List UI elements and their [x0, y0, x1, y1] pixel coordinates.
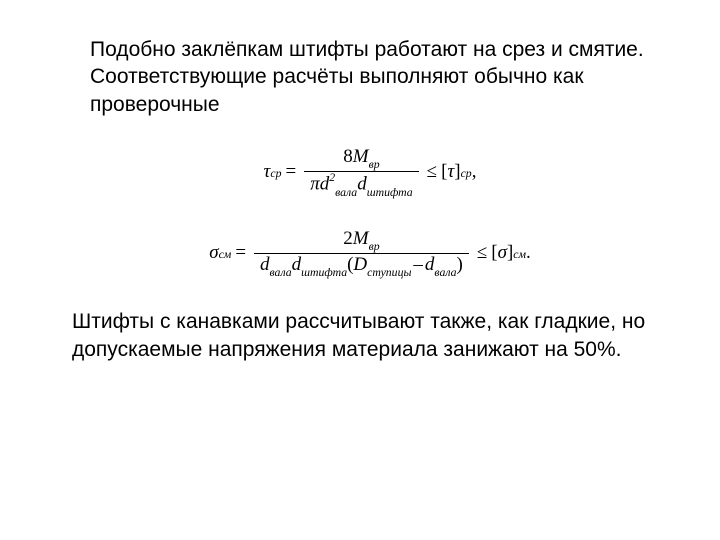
le-sign-2: ≤	[477, 242, 487, 264]
tail-2: .	[526, 242, 531, 264]
pi: π	[310, 173, 320, 194]
coef-2: 2	[343, 228, 353, 249]
numerator-2: 2Mвр	[337, 228, 385, 253]
formula-shear: τ ср = 8Mвр πd2валаdштифта ≤ [τ]ср,	[90, 146, 650, 198]
sigma-allow-sub: см	[513, 248, 526, 262]
formula-bearing: σ см = 2Mвр dвалаdштифта(Dступицы–dвала)…	[90, 228, 650, 279]
d-shaft-2: d	[260, 254, 270, 275]
sigma-subscript: см	[219, 248, 232, 262]
d-shaft-3-sub: вала	[434, 266, 456, 279]
d-shaft: d	[320, 173, 330, 194]
sigma-allow: σ	[498, 242, 507, 264]
d-shaft-2-sub: вала	[270, 266, 292, 279]
rparen: )	[457, 254, 463, 275]
minus: –	[413, 254, 423, 275]
D-hub: D	[353, 254, 367, 275]
d-pin: d	[357, 173, 367, 194]
equals-sign: =	[285, 161, 296, 183]
denominator-1: πd2валаdштифта	[304, 171, 418, 198]
numerator-1: 8Mвр	[337, 146, 385, 171]
closing-paragraph: Штифты с канавками рассчитывают также, к…	[72, 308, 650, 363]
denominator-2: dвалаdштифта(Dступицы–dвала)	[254, 253, 469, 279]
D-hub-sub: ступицы	[367, 266, 411, 279]
moment-M: M	[353, 146, 369, 167]
tau-symbol: τ	[264, 161, 271, 183]
tau-subscript: ср	[270, 167, 281, 181]
d-pin-2: d	[292, 254, 302, 275]
d-shaft-sq: 2	[329, 171, 335, 184]
sigma-symbol: σ	[209, 242, 218, 264]
moment-sub: вр	[369, 158, 380, 171]
fraction-2: 2Mвр dвалаdштифта(Dступицы–dвала)	[254, 228, 469, 279]
le-sign-1: ≤	[427, 161, 437, 183]
moment-M-2: M	[353, 228, 369, 249]
tau-allow-sub: ср	[461, 167, 472, 181]
d-shaft-sub: вала	[335, 186, 357, 199]
coef-8: 8	[343, 146, 353, 167]
d-pin-sub: штифта	[367, 186, 413, 199]
tau-allow: τ	[447, 161, 454, 183]
moment-sub-2: вр	[369, 240, 380, 253]
fraction-1: 8Mвр πd2валаdштифта	[304, 146, 418, 198]
equals-sign-2: =	[235, 242, 246, 264]
tail-1: ,	[472, 161, 477, 183]
d-pin-2-sub: штифта	[301, 266, 347, 279]
page: Подобно заклёпкам штифты работают на сре…	[0, 0, 720, 540]
intro-paragraph: Подобно заклёпкам штифты работают на сре…	[90, 36, 650, 118]
d-shaft-3: d	[425, 254, 435, 275]
